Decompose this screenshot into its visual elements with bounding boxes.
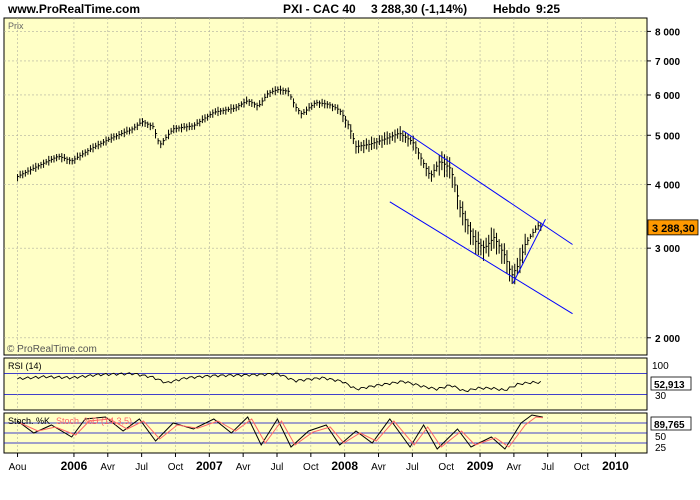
time-tick-label: Jul [541, 462, 554, 473]
rsi-panel[interactable]: RSI (14) 100 52,913 30 [3, 357, 692, 411]
time-tick-label: 2010 [602, 459, 629, 473]
price-grid [4, 18, 647, 355]
stoch-scale-50: 50 [655, 432, 667, 443]
price-tick-label: 2 000 [655, 334, 680, 345]
stoch-k-line [17, 414, 543, 450]
time-tick-label: Jul [135, 462, 148, 473]
channel-line [389, 201, 573, 315]
time-tick-label: 2006 [61, 459, 88, 473]
price-tick-label: 6 000 [655, 91, 680, 102]
rsi-line [17, 372, 542, 393]
rsi-label: RSI (14) [8, 361, 42, 371]
stochastic-grid [4, 413, 647, 453]
stochastic-panel[interactable]: Stoch. %K Stoch. %D (14,3,5) 75 89,765 5… [3, 412, 692, 454]
price-panel[interactable]: 2 000 3 000 4 000 5 000 6 000 7 000 8 000 Prix… [3, 17, 699, 356]
rsi-scale-30: 30 [655, 391, 667, 402]
stochastic-series [17, 414, 543, 450]
price-tick-label: 3 000 [655, 244, 680, 255]
instrument-name: PXI - CAC 40 [283, 2, 356, 16]
price-series [17, 85, 543, 285]
price-panel-label: Prix [8, 21, 24, 31]
time-tick-label: Avr [100, 462, 115, 473]
time-tick-label: 2008 [331, 459, 358, 473]
support-trendline [512, 218, 546, 284]
time-axis: Aou 2006 Avr Jul Oct 2007 Avr Jul Oct 2008 Avr Jul O… [9, 453, 629, 473]
price-panel-frame [3, 17, 648, 356]
time-tick-label: Oct [438, 462, 454, 473]
time-tick-label: Oct [303, 462, 319, 473]
site-name[interactable]: www.ProRealTime.com [8, 2, 141, 16]
period-label: Hebdo [493, 2, 531, 16]
rsi-value-tag [650, 376, 692, 391]
stoch-scale-25: 25 [655, 443, 667, 454]
trend-channel [389, 130, 573, 315]
channel-line [403, 130, 573, 245]
time-tick-label: Jul [271, 462, 284, 473]
time-tick-label: Jul [406, 462, 419, 473]
time-tick-label: Avr [371, 462, 386, 473]
time-tick-label: Avr [506, 462, 521, 473]
time-tick-label: Oct [168, 462, 184, 473]
time-tick-label: Oct [574, 462, 590, 473]
time-tick-label: 2009 [467, 459, 494, 473]
price-tick-label: 8 000 [655, 27, 680, 38]
stoch-value-tag [650, 416, 692, 431]
rsi-panel-frame [3, 357, 648, 411]
price-tick-label: 7 000 [655, 57, 680, 68]
last-price-value: 3 288,30 [652, 223, 695, 235]
price-tick-label: 5 000 [655, 131, 680, 142]
rsi-value: 52,913 [654, 380, 685, 391]
stoch-d-label: Stoch. %D (14,3,5) [56, 416, 132, 426]
time-tick-label: Avr [236, 462, 251, 473]
rsi-scale-100: 100 [652, 361, 669, 372]
time-label: 9:25 [536, 2, 561, 16]
stoch-k-label: Stoch. %K [8, 416, 50, 426]
time-tick-label: 2007 [196, 459, 223, 473]
chart-header: www.ProRealTime.com PXI - CAC 40 3 288,3… [0, 0, 700, 20]
price-y-axis: 2 000 3 000 4 000 5 000 6 000 7 000 8 000 [647, 27, 680, 345]
stoch-d-line [19, 416, 543, 448]
time-tick-label: Aou [9, 462, 27, 473]
watermark: © ProRealTime.com [7, 344, 97, 355]
stoch-value: 89,765 [654, 420, 685, 431]
rsi-series [17, 372, 542, 393]
quote-value: 3 288,30 (-1,14%) [371, 2, 468, 16]
last-price-tag: 3 288,30 [647, 219, 699, 236]
price-tick-label: 4 000 [655, 181, 680, 192]
